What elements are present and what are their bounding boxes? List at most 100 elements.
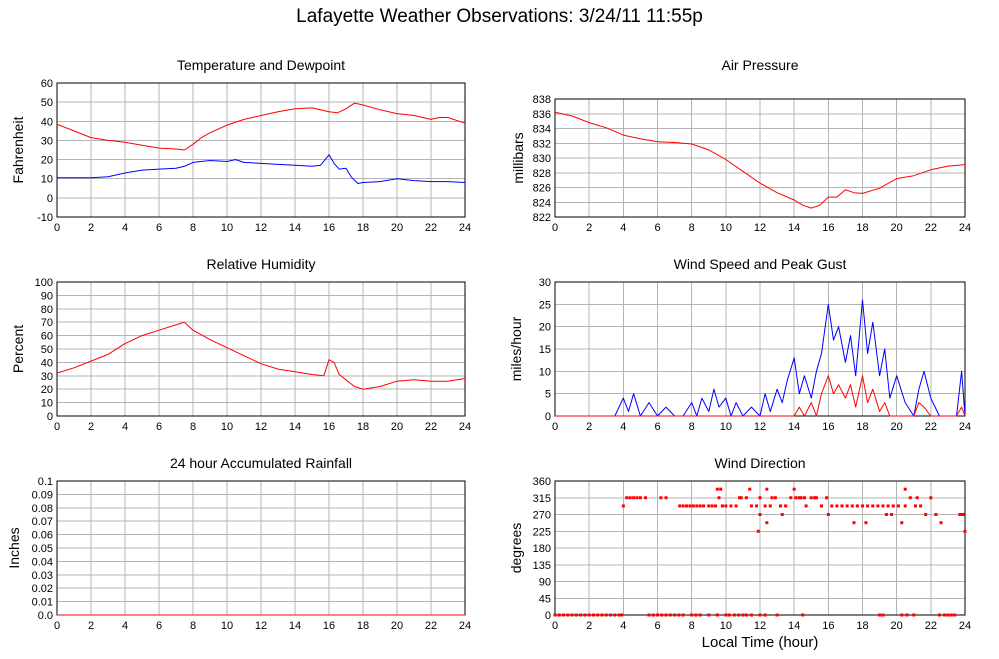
data-point bbox=[621, 504, 625, 508]
y-tick-label: 0.04 bbox=[32, 556, 53, 568]
data-point bbox=[734, 504, 738, 508]
x-tick-label: 22 bbox=[425, 421, 437, 433]
data-point bbox=[946, 613, 950, 617]
x-tick-label: 10 bbox=[221, 421, 233, 433]
data-point bbox=[830, 504, 834, 508]
x-tick-label: 2 bbox=[88, 421, 94, 433]
y-tick-label: 30 bbox=[41, 135, 53, 147]
y-tick-label: 834 bbox=[533, 124, 551, 136]
data-point bbox=[691, 504, 695, 508]
data-point bbox=[688, 504, 692, 508]
data-point bbox=[804, 504, 808, 508]
data-point bbox=[802, 496, 806, 500]
y-tick-label: 10 bbox=[41, 398, 53, 410]
data-point bbox=[801, 613, 805, 617]
data-point bbox=[958, 513, 962, 516]
data-point bbox=[852, 521, 856, 525]
data-point bbox=[695, 504, 699, 508]
y-tick-label: 0.08 bbox=[32, 503, 53, 515]
data-point bbox=[794, 496, 798, 500]
grid bbox=[56, 281, 466, 417]
x-tick-label: 12 bbox=[754, 222, 766, 234]
data-point bbox=[953, 613, 957, 617]
y-tick-label: 100 bbox=[35, 277, 53, 289]
data-point bbox=[775, 613, 779, 617]
x-tick-label: 0 bbox=[552, 620, 558, 632]
data-point bbox=[698, 504, 702, 508]
x-tick-label: 2 bbox=[586, 620, 592, 632]
y-tick-label: 836 bbox=[533, 109, 551, 121]
y-tick-label: 824 bbox=[533, 197, 551, 209]
x-tick-label: 20 bbox=[391, 222, 403, 234]
x-tick-label: 12 bbox=[754, 421, 766, 433]
grid bbox=[56, 82, 466, 218]
data-point bbox=[784, 504, 788, 508]
x-tick-label: 12 bbox=[255, 222, 267, 234]
data-point bbox=[765, 521, 769, 525]
x-tick-label: 6 bbox=[156, 620, 162, 632]
data-point bbox=[714, 504, 718, 508]
data-point bbox=[744, 496, 748, 500]
x-tick-label: 2 bbox=[88, 222, 94, 234]
x-tick-label: 6 bbox=[156, 421, 162, 433]
data-point bbox=[756, 529, 760, 533]
x-tick-label: 20 bbox=[891, 421, 903, 433]
y-tick-label: 0 bbox=[47, 411, 53, 423]
x-tick-label: 24 bbox=[459, 222, 471, 234]
data-point bbox=[789, 496, 793, 500]
data-point bbox=[707, 613, 711, 617]
chart-title: Temperature and Dewpoint bbox=[177, 57, 345, 73]
data-point bbox=[749, 613, 753, 617]
y-tick-label: 826 bbox=[533, 183, 551, 195]
data-point bbox=[929, 496, 933, 500]
data-point bbox=[702, 504, 706, 508]
y-tick-label: 135 bbox=[533, 560, 551, 572]
x-tick-label: 6 bbox=[156, 222, 162, 234]
data-point bbox=[758, 496, 762, 500]
y-tick-label: 315 bbox=[533, 493, 551, 505]
data-point bbox=[943, 613, 946, 617]
x-tick-label: 0 bbox=[552, 421, 558, 433]
data-point bbox=[799, 496, 803, 500]
series-line-red bbox=[56, 102, 466, 151]
data-point bbox=[934, 513, 938, 516]
y-tick-label: 830 bbox=[533, 153, 551, 165]
y-tick-label: 180 bbox=[533, 543, 551, 555]
x-tick-label: 22 bbox=[925, 222, 937, 234]
data-point bbox=[717, 496, 721, 500]
data-point bbox=[644, 496, 648, 500]
x-tick-label: 18 bbox=[856, 421, 868, 433]
data-point bbox=[724, 504, 728, 508]
x-tick-label: 6 bbox=[654, 421, 660, 433]
data-point bbox=[628, 496, 632, 500]
x-tick-label: 8 bbox=[190, 421, 196, 433]
y-tick-label: 360 bbox=[533, 476, 551, 488]
data-point bbox=[949, 613, 953, 617]
y-tick-label: 0 bbox=[545, 411, 551, 423]
data-point bbox=[905, 613, 909, 617]
data-point bbox=[557, 613, 561, 617]
x-tick-label: 8 bbox=[689, 222, 695, 234]
data-point bbox=[855, 504, 859, 508]
x-tick-label: 4 bbox=[620, 421, 626, 433]
x-tick-label: 22 bbox=[925, 421, 937, 433]
data-point bbox=[900, 521, 904, 525]
x-tick-label: 20 bbox=[391, 421, 403, 433]
x-tick-label: 14 bbox=[788, 222, 800, 234]
data-point bbox=[715, 613, 719, 617]
data-point bbox=[779, 504, 782, 508]
data-point bbox=[871, 504, 875, 508]
y-tick-label: 60 bbox=[41, 331, 53, 343]
chart-title: Air Pressure bbox=[721, 57, 798, 73]
x-tick-label: 12 bbox=[754, 620, 766, 632]
data-point bbox=[617, 613, 621, 617]
y-tick-label: 270 bbox=[533, 510, 551, 522]
y-tick-label: 0.05 bbox=[32, 543, 53, 555]
data-point bbox=[840, 504, 844, 508]
x-tick-label: 4 bbox=[122, 421, 128, 433]
x-tick-label: 0 bbox=[54, 620, 60, 632]
data-point bbox=[792, 487, 796, 491]
data-point bbox=[690, 613, 694, 617]
